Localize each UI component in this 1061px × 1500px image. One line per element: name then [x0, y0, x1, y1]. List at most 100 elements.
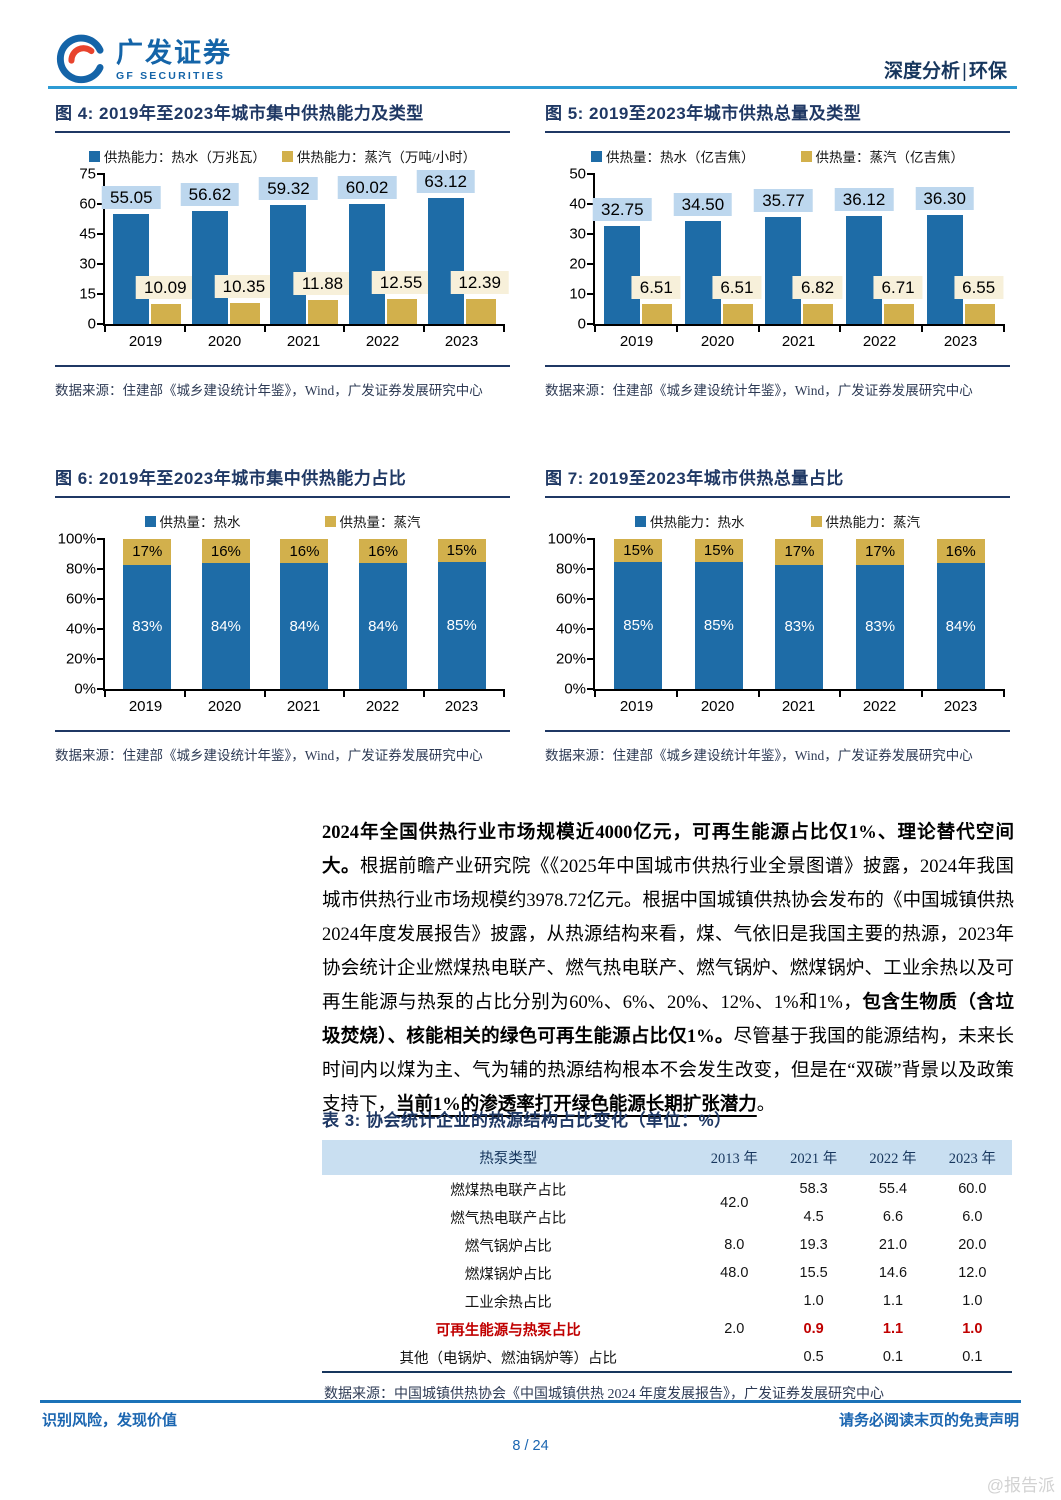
- y-axis-label: 30: [79, 255, 96, 273]
- steam-segment-label: 15%: [446, 541, 477, 559]
- x-axis-label: 2023: [444, 333, 479, 350]
- y-axis-label: 20%: [555, 650, 586, 668]
- x-axis-label: 2022: [365, 333, 400, 350]
- steam-segment: 16%: [201, 539, 250, 563]
- heat-source-table: 热泵类型 2013 年 2021 年 2022 年 2023 年 燃煤热电联产占比 42.…: [322, 1140, 1012, 1373]
- bar-wrap: 11.88: [293, 272, 352, 324]
- bar-value-label: 12.39: [450, 271, 509, 295]
- table-cell: 8.0: [724, 1237, 745, 1253]
- table-cell: 15.5: [799, 1265, 828, 1281]
- bar-value-label: 63.12: [416, 169, 475, 193]
- y-axis-tick: [587, 293, 595, 295]
- x-axis-tick: [503, 324, 505, 332]
- table-row: 燃气锅炉占比 8.0 19.3 21.0 20.0: [322, 1231, 1012, 1259]
- bar-groups: 55.05 10.09 56.62 10.35 59.32 11.88 60.02 12.55…: [102, 169, 509, 324]
- text-segment: 2024年全国供热行业市场规模近4000亿元，可再生能源占比仅1%、理论替代空间…: [322, 823, 1014, 877]
- steam-segment-label: 17%: [784, 543, 815, 561]
- bar-wrap: 59.32: [259, 177, 318, 324]
- table-cell: 0.1: [962, 1349, 983, 1365]
- table-row: 燃气热电联产占比 4.5 6.6 6.0: [322, 1203, 1012, 1231]
- table-cell: 14.6: [878, 1265, 908, 1281]
- y-axis-label: 40: [569, 195, 586, 213]
- chart-plot: 100% 80% 60% 40% 20% 0% 17% 83% 16% 84% 16% 84% 16% 8…: [58, 532, 505, 697]
- bar-value-label: 10.09: [136, 275, 195, 299]
- stacked-bar: 17% 83%: [123, 539, 172, 689]
- x-axis-tick: [343, 324, 346, 332]
- hot-water-segment-label: 84%: [945, 617, 976, 635]
- legend-item: 供热能力：蒸汽: [810, 511, 920, 531]
- table-cell: 0.5: [803, 1349, 824, 1365]
- bar-wrap: 6.51: [712, 276, 762, 324]
- steam-bar: [803, 303, 834, 324]
- x-axis-tick: [675, 324, 678, 332]
- table-header-row: 热泵类型 2013 年 2021 年 2022 年 2023 年: [322, 1140, 1012, 1175]
- hot-water-segment-label: 85%: [703, 616, 734, 634]
- hot-water-segment: 85%: [614, 561, 663, 689]
- x-axis-label: 2023: [943, 333, 978, 350]
- figure-7: 图 7: 2019至2023年城市供热总量占比 供热能力：热水 供热能力：蒸汽 1…: [545, 464, 1010, 770]
- bar-wrap: 56.62: [180, 182, 240, 324]
- steam-segment: 16%: [936, 539, 985, 563]
- year-group: 15% 85%: [598, 539, 679, 689]
- text-segment: 根据前瞻产业研究院《《2025年中国城市供热行业全景图谱》披露，2024年我国城…: [322, 857, 1014, 1013]
- table-cell: 48.0: [720, 1265, 749, 1281]
- legend-water-swatch: [635, 515, 646, 527]
- hot-water-bar: [427, 197, 464, 324]
- table-cell: 1.1: [882, 1293, 904, 1309]
- legend-label: 供热量：热水（亿吉焦）: [606, 150, 755, 165]
- legend-water-swatch: [144, 515, 156, 527]
- figure-7-legend: 供热能力：热水 供热能力：蒸汽: [545, 511, 1010, 531]
- gf-logo-icon: [55, 32, 107, 89]
- bar-wrap: 6.55: [954, 276, 1004, 324]
- y-axis-label: 0: [87, 315, 96, 333]
- figure-4-title: 图 4: 2019年至2023年城市集中供热能力及类型: [55, 99, 510, 133]
- hot-water-segment-label: 83%: [132, 618, 163, 636]
- table-cell: 58.3: [799, 1181, 828, 1197]
- legend-item: 供热量：蒸汽: [324, 511, 421, 531]
- x-axis-label: 2022: [862, 698, 897, 715]
- figure-5-chart: 50 40 30 20 10 0 32.75 6.51 34.50 6.51 35.77 6.82 36…: [545, 167, 1010, 350]
- figure-6: 图 6: 2019年至2023年城市集中供热能力占比 供热量：热水 供热量：蒸汽 …: [55, 464, 510, 770]
- y-axis-label: 80%: [555, 560, 586, 578]
- y-axis-label: 45: [79, 225, 96, 243]
- y-axis-tick: [97, 263, 105, 265]
- steam-bar: [722, 304, 753, 324]
- hot-water-bar: [926, 215, 963, 324]
- bar-wrap: 35.77: [754, 188, 813, 324]
- figure-5: 图 5: 2019至2023年城市供热总量及类型 供热量：热水（亿吉焦） 供热量：…: [545, 99, 1010, 405]
- column-header: 2022 年: [869, 1151, 917, 1167]
- steam-segment-label: 16%: [945, 542, 976, 560]
- y-axis-label: 60%: [555, 590, 586, 608]
- x-axis-tick: [594, 324, 596, 332]
- steam-bar: [642, 304, 673, 324]
- legend-item: 供热能力：热水（万兆瓦）: [88, 146, 266, 166]
- x-axis-tick: [921, 324, 924, 332]
- x-axis-label: 2021: [286, 698, 321, 715]
- y-axis-tick: [97, 293, 105, 295]
- column-header: 2021 年: [790, 1151, 838, 1167]
- y-axis-tick: [587, 538, 595, 540]
- year-group: 35.77 6.82: [754, 174, 843, 324]
- bar-value-label: 6.82: [792, 275, 843, 299]
- text-segment: 。: [756, 1095, 776, 1115]
- x-axis-tick: [839, 689, 842, 697]
- y-axis-tick: [587, 263, 595, 265]
- bar-wrap: 6.51: [631, 276, 681, 324]
- bar-wrap: 10.35: [214, 275, 274, 324]
- year-group: 16% 84%: [265, 539, 344, 689]
- y-axis-tick: [587, 688, 595, 690]
- y-axis-tick: [97, 568, 105, 570]
- x-axis-tick: [675, 689, 678, 697]
- steam-segment-label: 17%: [865, 543, 896, 561]
- gf-securities-logo: 广发证券 GF SECURITIES: [55, 32, 232, 89]
- x-axis-label: 2020: [207, 333, 242, 350]
- hot-water-bar: [191, 210, 228, 324]
- y-axis-label: 40%: [555, 620, 586, 638]
- bar-value-label: 34.50: [673, 192, 733, 216]
- y-axis-label: 20%: [65, 650, 96, 668]
- table-cell: 12.0: [958, 1265, 987, 1281]
- table-3-title: 表 3: 协会统计企业的热源结构占比变化（单位：%）: [322, 1111, 732, 1130]
- x-axis-label: 2019: [128, 698, 163, 715]
- legend-steam-swatch: [800, 150, 812, 162]
- steam-bar: [308, 300, 339, 324]
